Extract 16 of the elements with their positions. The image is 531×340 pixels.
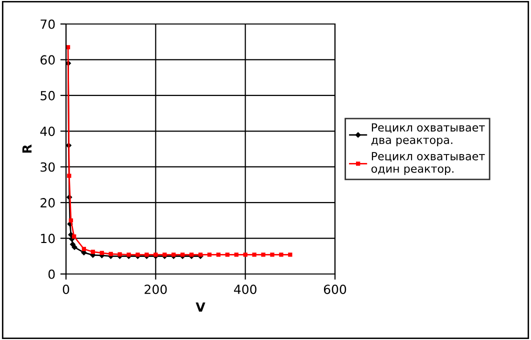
x-tick-label: 200 bbox=[144, 284, 167, 294]
y-tick-label: 50 bbox=[40, 90, 55, 100]
y-tick-label: 30 bbox=[40, 162, 55, 172]
legend-label: Рецикл охватывает один реактор. bbox=[371, 152, 485, 175]
y-tick-label: 40 bbox=[40, 126, 55, 136]
x-tick-label: 0 bbox=[62, 284, 70, 294]
y-tick-label: 60 bbox=[40, 55, 55, 65]
y-tick-label: 70 bbox=[40, 19, 55, 29]
x-tick-label: 600 bbox=[324, 284, 346, 294]
y-tick-label: 0 bbox=[48, 269, 55, 279]
y-tick-label: 20 bbox=[40, 198, 55, 208]
y-axis-title: R bbox=[22, 144, 32, 153]
x-tick-label: 400 bbox=[234, 284, 256, 294]
x-axis-title: V bbox=[196, 302, 206, 312]
y-tick-label: 10 bbox=[41, 234, 55, 244]
legend-label: Рецикл охватывает два реактора. bbox=[371, 123, 485, 146]
